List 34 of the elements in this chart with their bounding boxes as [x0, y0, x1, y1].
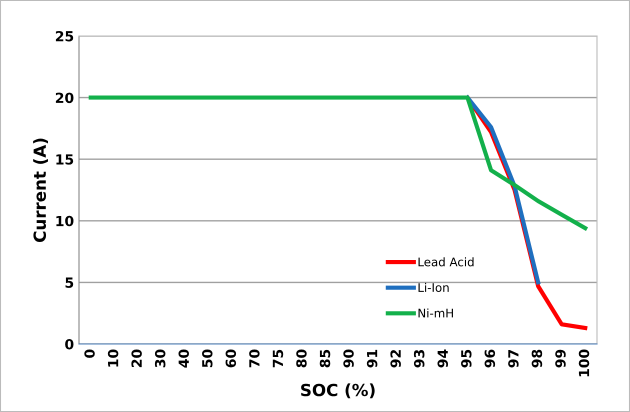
legend-label: Li-Ion: [418, 282, 449, 292]
y-tick-label: 5: [66, 278, 74, 288]
y-tick-label: 0: [65, 338, 74, 350]
x-tick-label: 94: [437, 350, 448, 368]
x-tick-label: 0: [84, 350, 95, 358]
x-tick-label: 70: [249, 350, 260, 368]
x-tick-label: 98: [532, 350, 542, 368]
x-tick-label: 96: [484, 350, 496, 368]
y-tick-label: 10: [56, 216, 74, 226]
x-tick-label: 85: [320, 350, 330, 368]
x-tick-label: 30: [154, 350, 166, 368]
y-tick-label: 15: [56, 154, 74, 165]
x-tick-label: 80: [296, 350, 307, 368]
line-series: [88, 96, 588, 230]
x-tick-label: 50: [202, 350, 213, 368]
x-tick-label: 99: [555, 350, 566, 368]
legend-label: Ni-mH: [418, 308, 453, 318]
x-tick-label: 60: [226, 350, 236, 368]
legend-label: Lead Acid: [418, 257, 474, 266]
x-tick-label: 20: [131, 350, 142, 368]
x-tick-label: 40: [178, 350, 189, 368]
x-tick-label: 97: [508, 350, 519, 368]
x-tick-label: 95: [461, 350, 472, 368]
y-tick-label: 20: [56, 92, 74, 104]
x-axis-title: SOC (%): [301, 383, 375, 398]
x-tick-label: 91: [366, 350, 378, 368]
x-tick-label: 100: [578, 350, 590, 376]
y-tick-label: 25: [56, 30, 74, 42]
x-tick-label: 90: [343, 350, 354, 368]
x-tick-label: 75: [272, 350, 284, 368]
y-axis-title: Current (A): [33, 138, 48, 242]
x-tick-label: 92: [390, 350, 401, 368]
x-tick-label: 10: [108, 350, 118, 367]
x-tick-label: 93: [414, 350, 424, 368]
